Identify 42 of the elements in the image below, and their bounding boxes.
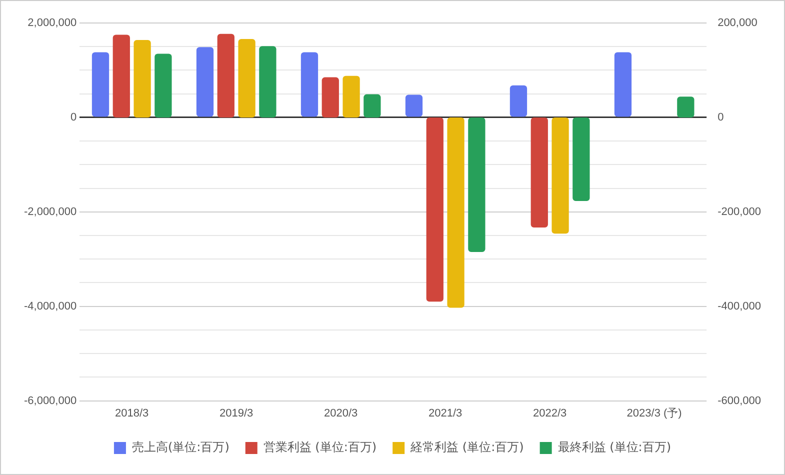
- x-tick-label: 2019/3: [220, 407, 254, 420]
- y2-tick-label: -400,000: [718, 300, 762, 312]
- bar: [300, 52, 318, 117]
- x-tick-label: 2018/3: [115, 407, 149, 420]
- legend-label: 売上高(単位:百万): [132, 440, 230, 454]
- legend-label: 営業利益 (単位:百万): [263, 440, 377, 454]
- bar: [238, 39, 256, 118]
- x-tick-label: 2020/3: [324, 407, 358, 420]
- bar: [405, 94, 423, 117]
- y2-tick-label: -200,000: [718, 206, 762, 218]
- bar: [196, 47, 214, 117]
- x-tick-label: 2023/3 (予): [626, 407, 682, 420]
- bar: [426, 117, 444, 302]
- legend-label: 経常利益 (単位:百万): [410, 440, 524, 454]
- legend-label: 最終利益 (単位:百万): [558, 440, 672, 454]
- bar: [447, 117, 464, 308]
- y-tick-label: -2,000,000: [24, 206, 77, 218]
- bar: [468, 117, 486, 252]
- bar: [677, 96, 694, 118]
- bar: [154, 54, 172, 118]
- bar: [259, 46, 276, 118]
- bar: [530, 117, 548, 228]
- x-tick-label: 2021/3: [428, 407, 462, 420]
- y-tick-label: 0: [70, 111, 77, 124]
- y-tick-label: -4,000,000: [24, 300, 77, 312]
- bar: [364, 94, 381, 118]
- bar: [552, 117, 569, 234]
- bar: [134, 40, 151, 118]
- bar: [614, 52, 632, 117]
- bar: [572, 117, 590, 202]
- bar: [322, 77, 339, 118]
- y-tick-label: 2,000,000: [28, 17, 77, 30]
- bar: [112, 34, 130, 118]
- y2-tick-label: 200,000: [718, 17, 758, 30]
- y-tick-label: -6,000,000: [24, 394, 77, 407]
- bar: [92, 52, 110, 117]
- y2-tick-label: 0: [718, 111, 724, 124]
- bar: [510, 85, 528, 117]
- x-tick-label: 2022/3: [533, 407, 567, 420]
- y2-tick-label: -600,000: [718, 394, 762, 407]
- bar: [217, 34, 234, 118]
- bar: [342, 76, 360, 118]
